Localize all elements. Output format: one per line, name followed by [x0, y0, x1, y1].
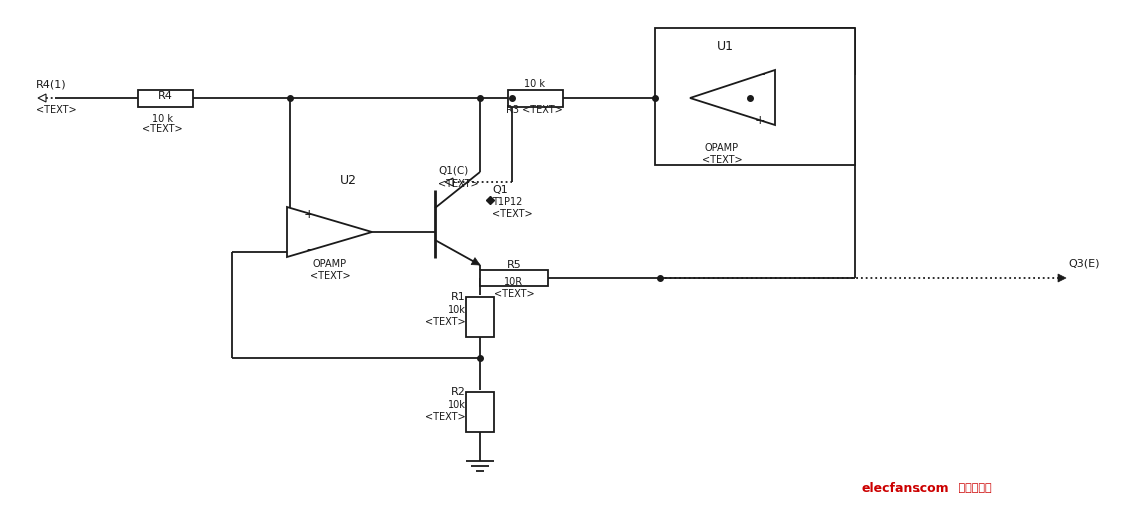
Text: elecfans: elecfans — [861, 482, 921, 494]
Text: +: + — [304, 207, 314, 221]
Bar — [480, 270, 549, 286]
Text: <TEXT>: <TEXT> — [438, 179, 479, 189]
Text: OPAMP: OPAMP — [704, 143, 739, 153]
Bar — [138, 90, 193, 107]
Text: <TEXT>: <TEXT> — [426, 317, 465, 327]
Text: OPAMP: OPAMP — [313, 259, 347, 269]
Bar — [655, 28, 855, 165]
Bar — [465, 392, 494, 432]
Polygon shape — [38, 94, 46, 102]
Text: <TEXT>: <TEXT> — [702, 155, 742, 165]
Text: R4: R4 — [157, 91, 173, 101]
Text: U2: U2 — [340, 173, 357, 187]
Polygon shape — [690, 70, 775, 125]
Text: <TEXT>: <TEXT> — [494, 289, 535, 299]
Polygon shape — [287, 207, 372, 257]
Text: 10R: 10R — [504, 277, 523, 287]
Text: +: + — [754, 114, 765, 127]
Polygon shape — [445, 178, 453, 186]
Text: U1: U1 — [717, 40, 734, 53]
Text: Q1(C): Q1(C) — [438, 165, 468, 175]
Text: R1: R1 — [452, 292, 465, 302]
Bar — [508, 90, 563, 107]
Text: R3 <TEXT>: R3 <TEXT> — [505, 105, 562, 115]
Text: -: - — [307, 243, 312, 257]
Text: <TEXT>: <TEXT> — [426, 412, 465, 422]
Text: <TEXT>: <TEXT> — [310, 271, 351, 281]
Text: 10 k: 10 k — [523, 79, 544, 89]
Text: Q1: Q1 — [492, 185, 508, 195]
Text: <TEXT>: <TEXT> — [36, 105, 76, 115]
Bar — [465, 297, 494, 337]
Text: R5: R5 — [506, 260, 521, 270]
Text: <TEXT>: <TEXT> — [492, 209, 533, 219]
Text: R4(1): R4(1) — [36, 79, 67, 89]
Text: -: - — [760, 68, 765, 82]
Text: 电子发烧友: 电子发烧友 — [955, 483, 991, 493]
Text: R2: R2 — [451, 387, 465, 397]
Polygon shape — [471, 258, 480, 265]
Text: <TEXT>: <TEXT> — [142, 124, 182, 134]
Text: 10k: 10k — [448, 305, 465, 315]
Text: 10 k: 10 k — [151, 114, 173, 124]
Text: 10k: 10k — [448, 400, 465, 410]
Text: T1P12: T1P12 — [492, 197, 522, 207]
Text: Q3(E): Q3(E) — [1067, 259, 1099, 269]
Text: .com: .com — [916, 482, 949, 494]
Polygon shape — [1058, 274, 1066, 282]
